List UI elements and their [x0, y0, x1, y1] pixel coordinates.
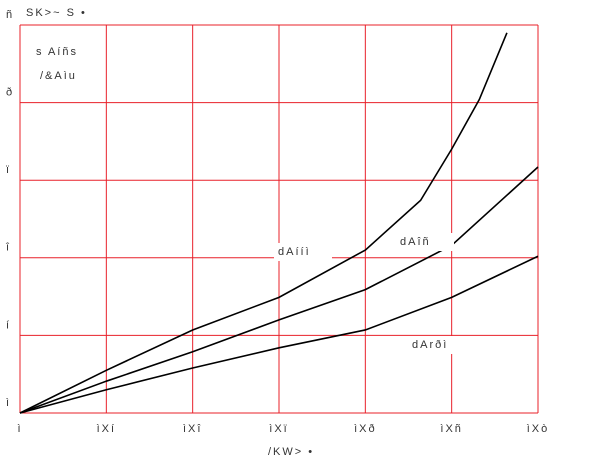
- y-tick-label: ð: [6, 87, 14, 99]
- line: [19, 32, 508, 414]
- y-tick-label: î: [5, 242, 11, 254]
- y-tick-label: ï: [6, 164, 11, 176]
- x-axis-label: /KW> •: [268, 446, 314, 458]
- y-tick-label: í: [6, 319, 11, 331]
- label-background: [396, 233, 454, 251]
- series-label: dAííì: [278, 246, 311, 258]
- x-tick-label: ì: [17, 423, 22, 435]
- x-tick-label: ìXò: [527, 423, 550, 435]
- annotation: /&Aìu: [40, 70, 77, 82]
- x-tick-label: ìXí: [97, 423, 116, 435]
- line: [19, 255, 539, 414]
- x-tick-label: ìXï: [269, 423, 288, 435]
- y-tick-label: ñ: [6, 9, 14, 21]
- label-background: [408, 336, 466, 354]
- y-axis-label: SK>~ S •: [26, 7, 87, 19]
- annotation: s Aíñs: [36, 46, 78, 58]
- x-tick-label: ìXð: [354, 423, 377, 435]
- x-tick-label: ìXî: [183, 423, 202, 435]
- x-tick-label: ìXñ: [440, 423, 463, 435]
- series-label: dArðì: [412, 339, 448, 351]
- label-background: [274, 243, 332, 261]
- y-tick-label: ì: [6, 397, 11, 409]
- series-label: dAîñ: [400, 236, 431, 248]
